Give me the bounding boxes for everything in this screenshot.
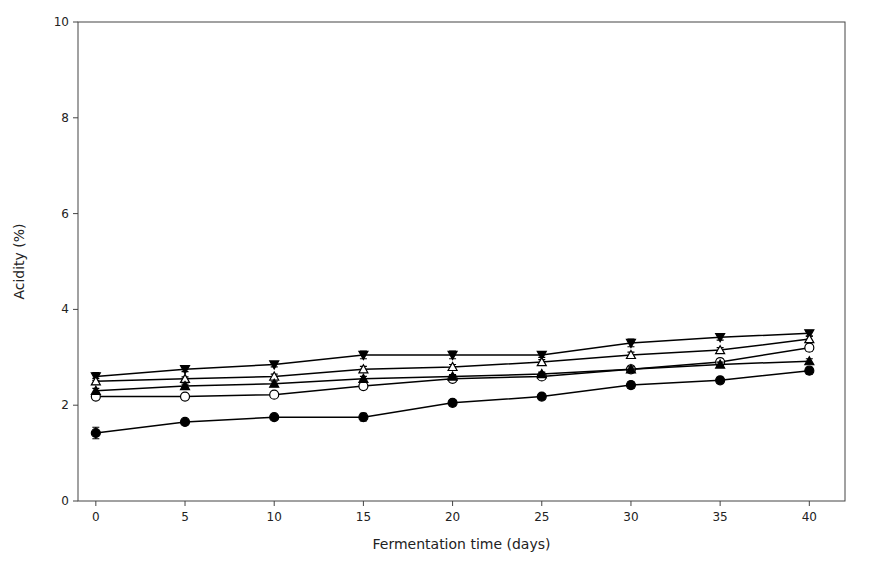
marker [448, 351, 457, 359]
marker [359, 365, 368, 373]
series [91, 335, 813, 385]
marker [537, 358, 546, 366]
marker [805, 366, 814, 375]
marker [181, 382, 190, 390]
y-tick [73, 501, 78, 502]
marker [626, 381, 635, 390]
x-tick-label: 40 [802, 510, 817, 524]
plot-background [78, 22, 845, 501]
marker [448, 372, 457, 380]
x-tick-label: 20 [445, 510, 460, 524]
series-line [96, 339, 809, 381]
marker [359, 351, 368, 359]
axes: 0 5 10 15 20 25 30 35 40 0 2 4 6 8 10 [54, 15, 817, 524]
error-bar [360, 413, 367, 421]
marker [270, 379, 279, 387]
chart: 0 5 10 15 20 25 30 35 40 0 2 4 6 8 10 Fermentation time… [0, 0, 869, 567]
series-line [96, 371, 809, 433]
marker [716, 334, 725, 342]
marker [626, 365, 635, 373]
error-bar [360, 351, 367, 359]
x-tick-label: 10 [267, 510, 282, 524]
series [91, 343, 813, 401]
marker [91, 386, 100, 394]
error-bar [627, 339, 634, 347]
x-tick-label: 35 [712, 510, 727, 524]
marker [359, 374, 368, 382]
series-line [96, 348, 809, 397]
series [91, 330, 813, 381]
y-tick [73, 405, 78, 406]
marker [626, 339, 635, 347]
x-tick [630, 501, 631, 506]
marker [91, 428, 100, 437]
y-tick [73, 213, 78, 214]
x-tick [363, 501, 364, 506]
x-tick [452, 501, 453, 506]
marker [626, 365, 635, 374]
x-tick [185, 501, 186, 506]
y-axis-label: Acidity (%) [11, 223, 27, 299]
marker [270, 413, 279, 422]
marker [181, 392, 190, 401]
marker [181, 366, 190, 374]
marker [716, 376, 725, 385]
x-tick [95, 501, 96, 506]
series [91, 366, 813, 439]
y-tick [73, 22, 78, 23]
x-tick [720, 501, 721, 506]
x-tick-label: 25 [534, 510, 549, 524]
marker [448, 362, 457, 370]
y-tick-label: 6 [61, 207, 69, 221]
marker [270, 390, 279, 399]
x-tick-label: 30 [623, 510, 638, 524]
x-axis-label: Fermentation time (days) [373, 536, 551, 552]
marker [626, 350, 635, 358]
error-bar [92, 427, 99, 438]
series [91, 357, 813, 395]
marker [716, 346, 725, 354]
series-line [96, 361, 809, 391]
x-tick-label: 5 [181, 510, 189, 524]
x-tick-label: 15 [356, 510, 371, 524]
y-tick-label: 2 [61, 398, 69, 412]
series-line [96, 333, 809, 376]
marker [91, 377, 100, 385]
marker [181, 417, 190, 426]
plot-frame [78, 22, 845, 501]
marker [716, 360, 725, 368]
y-tick [73, 117, 78, 118]
marker [270, 361, 279, 369]
x-tick-label: 0 [92, 510, 100, 524]
x-tick [274, 501, 275, 506]
marker [805, 335, 814, 343]
y-tick-label: 4 [61, 302, 69, 316]
marker [359, 413, 368, 422]
x-tick [809, 501, 810, 506]
data [91, 330, 813, 439]
marker [805, 343, 814, 352]
marker [805, 357, 814, 365]
y-tick [73, 309, 78, 310]
error-bar [449, 351, 456, 359]
x-tick [541, 501, 542, 506]
y-tick-label: 0 [61, 494, 69, 508]
marker [537, 392, 546, 401]
marker [537, 370, 546, 378]
y-tick-label: 8 [61, 111, 69, 125]
marker [448, 398, 457, 407]
y-tick-label: 10 [54, 15, 69, 29]
